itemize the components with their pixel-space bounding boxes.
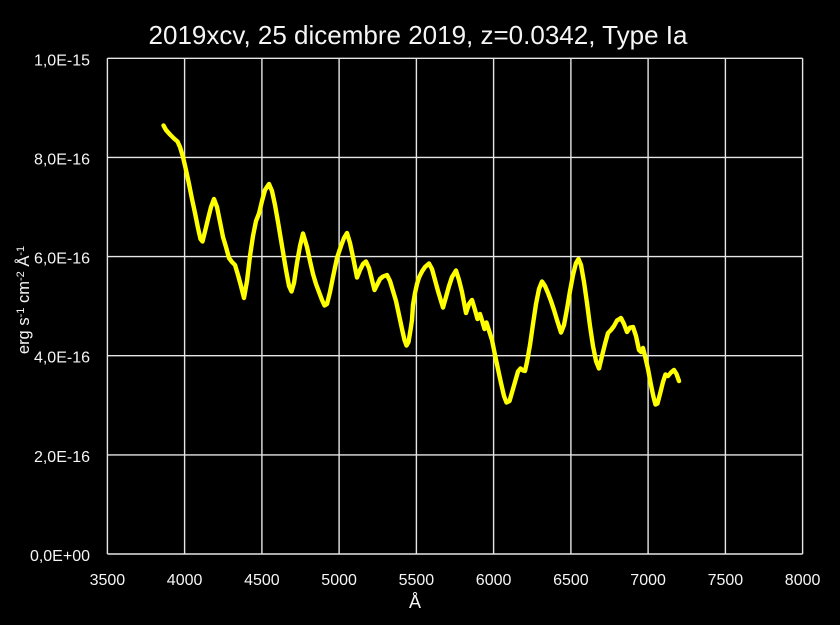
svg-text:6500: 6500 [553, 572, 589, 589]
svg-text:Å: Å [409, 592, 421, 612]
svg-text:5000: 5000 [321, 572, 357, 589]
svg-text:2,0E-16: 2,0E-16 [34, 449, 90, 466]
svg-text:2019xcv, 25 dicembre 2019, z=0: 2019xcv, 25 dicembre 2019, z=0.0342, Typ… [149, 20, 688, 50]
svg-text:0,0E+00: 0,0E+00 [30, 548, 90, 565]
svg-text:6000: 6000 [476, 572, 512, 589]
svg-text:4000: 4000 [167, 572, 203, 589]
svg-text:1,0E-15: 1,0E-15 [34, 52, 90, 69]
svg-text:4500: 4500 [244, 572, 280, 589]
svg-text:8,0E-16: 8,0E-16 [34, 151, 90, 168]
svg-text:7500: 7500 [708, 572, 744, 589]
svg-text:6,0E-16: 6,0E-16 [34, 251, 90, 268]
svg-text:4,0E-16: 4,0E-16 [34, 350, 90, 367]
svg-text:7000: 7000 [630, 572, 666, 589]
svg-text:5500: 5500 [399, 572, 435, 589]
svg-text:erg s-1 cm-2 Å-1: erg s-1 cm-2 Å-1 [14, 246, 33, 354]
svg-text:3500: 3500 [90, 572, 126, 589]
svg-text:8000: 8000 [785, 572, 821, 589]
